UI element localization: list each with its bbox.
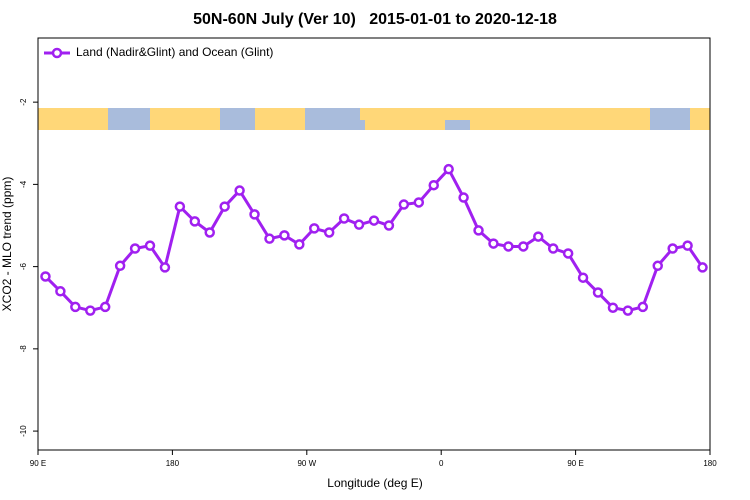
x-tick-label: 0 bbox=[439, 459, 444, 468]
x-tick-label: 90 W bbox=[297, 459, 316, 468]
plot-frame bbox=[37, 37, 711, 451]
data-point bbox=[368, 215, 380, 226]
data-point bbox=[189, 216, 201, 227]
data-point bbox=[114, 260, 126, 272]
data-point bbox=[518, 241, 529, 252]
data-point bbox=[159, 262, 171, 273]
data-point bbox=[353, 219, 365, 230]
data-point bbox=[219, 201, 230, 212]
y-axis-title: XCO2 - MLO trend (ppm) bbox=[0, 177, 14, 312]
data-point bbox=[264, 233, 275, 244]
data-point bbox=[174, 201, 186, 212]
data-point bbox=[338, 213, 350, 224]
data-point bbox=[697, 262, 708, 273]
data-point bbox=[234, 185, 245, 196]
x-tick-label: 180 bbox=[166, 459, 180, 468]
y-tick-label: -2 bbox=[19, 98, 28, 106]
x-tick-label: 90 E bbox=[567, 459, 583, 468]
series-line bbox=[44, 166, 704, 313]
data-point bbox=[607, 302, 619, 313]
data-point bbox=[547, 243, 559, 254]
data-point bbox=[533, 231, 544, 242]
data-point bbox=[85, 305, 96, 316]
x-axis-title: Longitude (deg E) bbox=[327, 476, 422, 490]
data-point bbox=[562, 248, 574, 259]
data-point bbox=[637, 301, 649, 313]
data-point bbox=[592, 287, 604, 298]
data-point bbox=[473, 225, 484, 236]
y-tick-label: -4 bbox=[19, 180, 28, 188]
data-point bbox=[622, 305, 634, 316]
data-point bbox=[443, 163, 454, 175]
data-point bbox=[55, 286, 66, 297]
data-point bbox=[249, 209, 260, 220]
y-tick-label: -6 bbox=[19, 263, 28, 271]
legend-label: Land (Nadir&Glint) and Ocean (Glint) bbox=[76, 45, 273, 59]
data-point bbox=[70, 301, 81, 313]
map-strip bbox=[38, 108, 710, 130]
y-tick-label: -10 bbox=[19, 425, 28, 437]
data-point bbox=[383, 220, 395, 231]
data-point bbox=[99, 301, 111, 313]
data-point bbox=[323, 227, 335, 238]
data-point bbox=[667, 243, 678, 254]
data-point bbox=[428, 179, 439, 191]
y-tick-label: -8 bbox=[19, 345, 28, 353]
data-point bbox=[309, 223, 320, 234]
data-point bbox=[129, 243, 141, 254]
data-point bbox=[144, 240, 156, 251]
x-tick-label: 180 bbox=[703, 459, 717, 468]
chart-title: 50N-60N July (Ver 10) 2015-01-01 to 2020… bbox=[193, 11, 557, 28]
data-point bbox=[488, 238, 499, 249]
data-point bbox=[458, 192, 469, 203]
data-point bbox=[279, 230, 290, 241]
data-point bbox=[413, 197, 425, 208]
data-point bbox=[204, 227, 215, 238]
data-point bbox=[40, 271, 51, 282]
data-point bbox=[503, 241, 514, 252]
data-point bbox=[577, 272, 589, 283]
x-tick-label: 90 E bbox=[30, 459, 46, 468]
data-point bbox=[652, 260, 663, 272]
data-point bbox=[294, 239, 305, 250]
data-point bbox=[398, 199, 410, 210]
data-point bbox=[682, 240, 693, 251]
legend-marker bbox=[51, 47, 63, 59]
